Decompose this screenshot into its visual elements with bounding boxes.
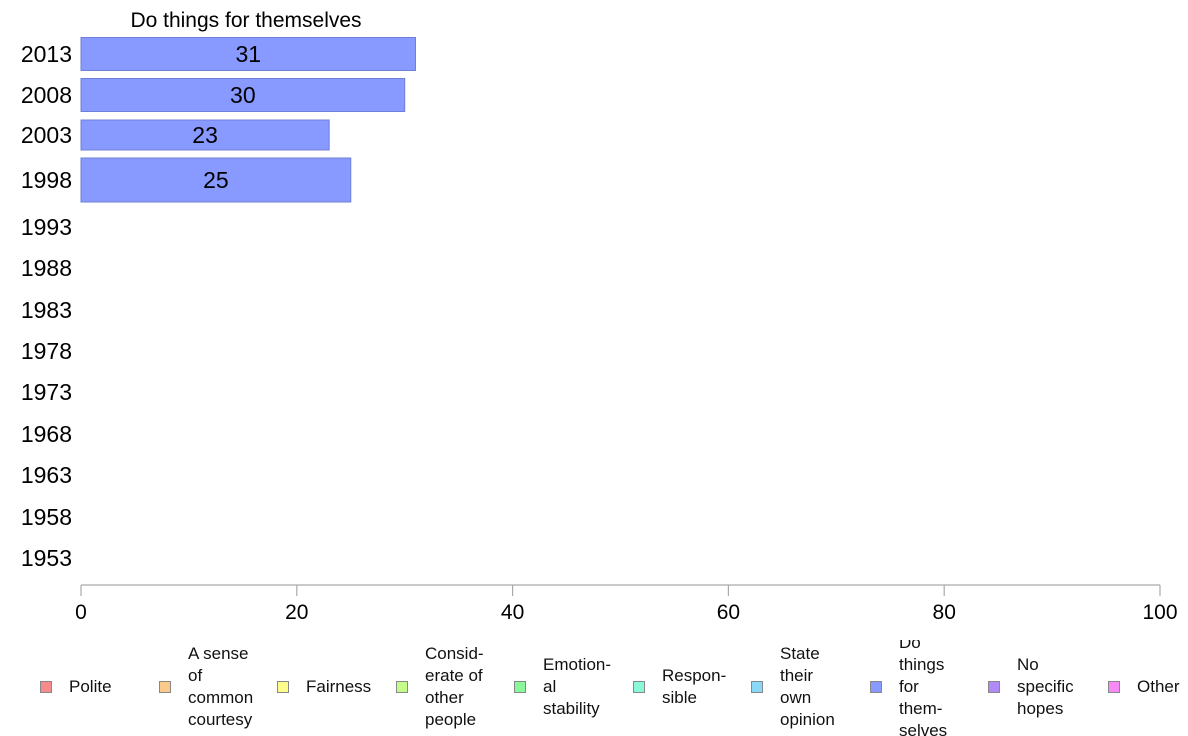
y-tick-label: 1998 (21, 167, 72, 193)
x-tick-label: 100 (1142, 601, 1177, 624)
legend-label: Respon- sible (662, 666, 727, 707)
legend-swatch (1108, 681, 1120, 693)
legend-swatch (514, 681, 526, 693)
data-labels: 31 30 23 25 (192, 41, 261, 193)
bar (80, 78, 406, 112)
legend-label: Consid- erate of other people (425, 644, 484, 729)
legend-swatch (751, 681, 763, 693)
bars (80, 37, 416, 203)
data-label: 30 (230, 82, 256, 108)
legend-label: Polite (69, 677, 112, 696)
y-tick-label: 2013 (21, 41, 72, 67)
y-tick-label: 1958 (21, 504, 72, 530)
x-tick-label: 60 (717, 601, 740, 624)
legend-swatch (870, 681, 882, 693)
legend-swatch (159, 681, 171, 693)
x-tick-label: 20 (285, 601, 308, 624)
chart-title: Do things for themselves (130, 9, 361, 32)
y-tick-label: 1993 (21, 214, 72, 240)
legend-label: A sense of common courtesy (188, 644, 254, 729)
y-tick-label: 1968 (21, 421, 72, 447)
legend-swatch (277, 681, 289, 693)
legend-label: Fairness (306, 677, 372, 696)
legend-label: No specific hopes (1017, 655, 1074, 718)
legend-swatch (40, 681, 52, 693)
y-tick-label: 1963 (21, 462, 72, 488)
y-tick-label: 2008 (21, 82, 72, 108)
legend-swatch (988, 681, 1000, 693)
x-tick-label: 40 (501, 601, 524, 624)
x-tick-label: 0 (75, 601, 87, 624)
x-tick-label: 80 (933, 601, 956, 624)
y-tick-label: 1983 (21, 297, 72, 323)
legend-label: Emotion- al stability (543, 655, 612, 718)
data-label: 23 (192, 122, 218, 148)
legend-swatch (396, 681, 408, 693)
legend-swatch (633, 681, 645, 693)
bar (80, 119, 330, 151)
legend-label: Do things for them- selves (899, 640, 948, 736)
y-axis-labels: 2013 2008 2003 1998 1993 1988 1983 1978 1973 1968… (21, 41, 72, 571)
y-tick-label: 1973 (21, 379, 72, 405)
legend: Polite A sense of common courtesy Fairness… (0, 640, 1188, 736)
y-tick-label: 2003 (21, 122, 72, 148)
bar-chart: Do things for themselves 2013 2008 2003 199… (21, 9, 1178, 624)
y-tick-label: 1978 (21, 338, 72, 364)
bar (80, 37, 416, 71)
bar (80, 157, 352, 203)
y-tick-label: 1988 (21, 255, 72, 281)
x-axis-ticks: 0 20 40 60 80 100 (75, 585, 1178, 624)
y-tick-label: 1953 (21, 545, 72, 571)
data-label: 31 (235, 41, 261, 67)
legend-label: Other (1137, 677, 1180, 696)
data-label: 25 (203, 167, 229, 193)
legend-label: State their own opinion (780, 644, 835, 729)
